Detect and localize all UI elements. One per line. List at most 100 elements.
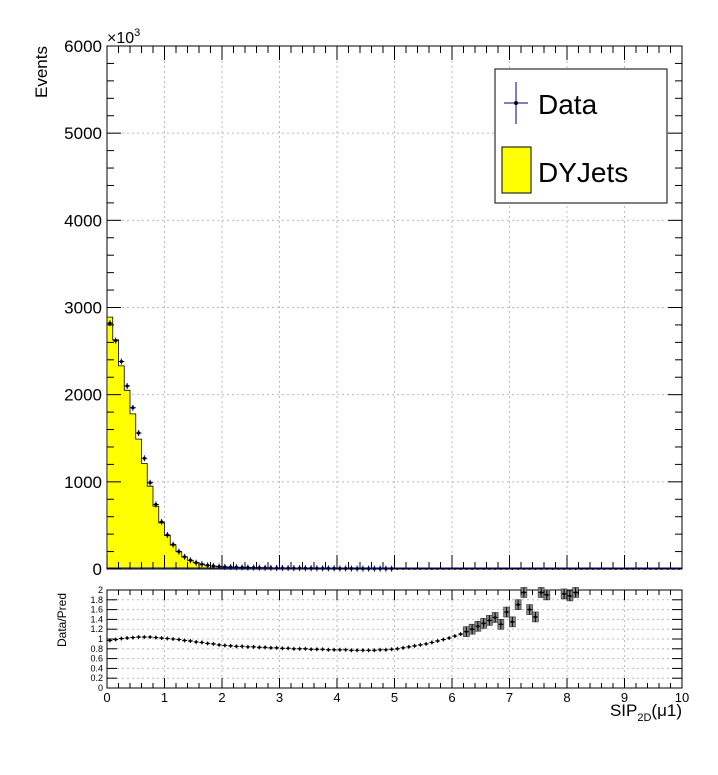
ratio-point-marker	[378, 648, 382, 652]
ratio-point-marker	[419, 643, 422, 647]
ratio-point	[509, 616, 516, 628]
data-point	[175, 548, 182, 555]
ratio-point	[532, 611, 539, 623]
ratio-point-marker	[137, 635, 140, 639]
dyjets-fill	[106, 316, 395, 570]
ratio-point-marker	[166, 637, 169, 640]
legend: Data DYJets	[494, 68, 668, 204]
ratio-point	[314, 647, 320, 652]
data-point	[118, 358, 125, 365]
data-point-marker	[240, 565, 244, 570]
ratio-point	[400, 645, 406, 650]
ratio-point	[147, 635, 153, 640]
ratio-point	[429, 640, 435, 645]
ratio-point-marker	[298, 647, 301, 651]
data-point-marker	[217, 564, 221, 569]
ratio-point	[503, 606, 510, 618]
x-tick-label: 7	[506, 690, 513, 705]
ratio-y-tick-label: 0.8	[90, 644, 103, 654]
main-histogram-panel: 0 1000 2000 3000 4000 5000 6000 Events ×103 Da…	[32, 27, 683, 579]
main-y-tick-label: 6000	[64, 37, 102, 56]
data-point-marker	[125, 384, 129, 388]
main-y-tick-label: 1000	[64, 473, 102, 492]
ratio-point	[239, 644, 245, 649]
ratio-point	[446, 636, 452, 641]
ratio-points	[107, 587, 579, 653]
ratio-point	[274, 645, 280, 650]
ratio-y-tick-label: 0	[98, 683, 103, 693]
main-y-axis-label: Events	[32, 46, 51, 98]
data-point	[147, 479, 154, 486]
ratio-point-marker	[373, 648, 376, 652]
ratio-point	[543, 589, 551, 601]
ratio-point-marker	[476, 624, 480, 628]
ratio-point-marker	[436, 639, 439, 643]
x-tick-label: 2	[218, 690, 225, 705]
main-y-tick-label: 5000	[64, 124, 102, 143]
ratio-point	[371, 648, 377, 653]
ratio-point-marker	[235, 645, 238, 648]
x-tick-label: 8	[563, 690, 570, 705]
ratio-point-marker	[511, 620, 514, 624]
ratio-point	[560, 588, 568, 600]
data-point	[377, 565, 384, 572]
data-point-marker	[142, 456, 146, 460]
ratio-point-marker	[154, 636, 158, 639]
main-y-tick-label: 3000	[64, 299, 102, 318]
ratio-point	[474, 620, 482, 632]
ratio-point	[291, 646, 297, 651]
data-point	[181, 553, 188, 560]
ratio-point	[566, 590, 574, 602]
ratio-point-marker	[470, 627, 474, 631]
ratio-point	[118, 636, 124, 641]
ratio-point	[514, 599, 522, 611]
data-point-marker	[361, 566, 365, 571]
ratio-point	[389, 647, 395, 652]
data-point-marker	[200, 562, 204, 566]
data-point	[354, 565, 361, 572]
ratio-point-marker	[309, 647, 313, 651]
data-point-marker	[194, 561, 198, 565]
ratio-point-marker	[396, 647, 399, 651]
ratio-point	[406, 644, 412, 649]
ratio-point-marker	[143, 635, 146, 639]
data-point-marker	[183, 555, 187, 559]
ratio-point	[245, 644, 251, 649]
ratio-point	[124, 636, 130, 641]
ratio-point-marker	[125, 636, 129, 640]
data-point	[193, 559, 200, 566]
data-point-marker	[119, 359, 123, 364]
ratio-point-marker	[229, 644, 232, 648]
data-point-marker	[165, 533, 169, 537]
data-point-marker	[148, 481, 152, 485]
ratio-y-tick-label: 1.2	[90, 624, 103, 634]
ratio-point-marker	[534, 615, 537, 619]
ratio-y-tick-label: 0.6	[90, 654, 103, 664]
ratio-point	[331, 647, 337, 652]
ratio-point	[394, 646, 400, 651]
ratio-point-marker	[465, 630, 468, 633]
ratio-point	[176, 637, 182, 642]
data-point	[371, 565, 378, 572]
ratio-point	[222, 643, 228, 648]
data-point-marker	[131, 406, 135, 410]
ratio-point-marker	[355, 648, 359, 652]
legend-entry-data: Data	[504, 82, 598, 124]
ratio-point-marker	[177, 638, 181, 641]
ratio-point-marker	[338, 648, 342, 652]
ratio-point	[325, 647, 331, 652]
ratio-point-marker	[350, 648, 353, 652]
ratio-point	[440, 637, 446, 642]
x-tick-label: 6	[448, 690, 455, 705]
data-point-marker	[137, 431, 141, 435]
data-point-marker	[367, 566, 371, 571]
ratio-point-marker	[183, 639, 186, 642]
ratio-point-marker	[505, 610, 508, 614]
ratio-point	[360, 648, 366, 653]
ratio-y-axis-label: Data/Pred	[55, 593, 69, 647]
ratio-point-marker	[424, 642, 428, 646]
ratio-point	[268, 645, 274, 650]
ratio-point	[297, 646, 303, 651]
ratio-point-marker	[447, 636, 451, 640]
ratio-point	[233, 644, 239, 649]
